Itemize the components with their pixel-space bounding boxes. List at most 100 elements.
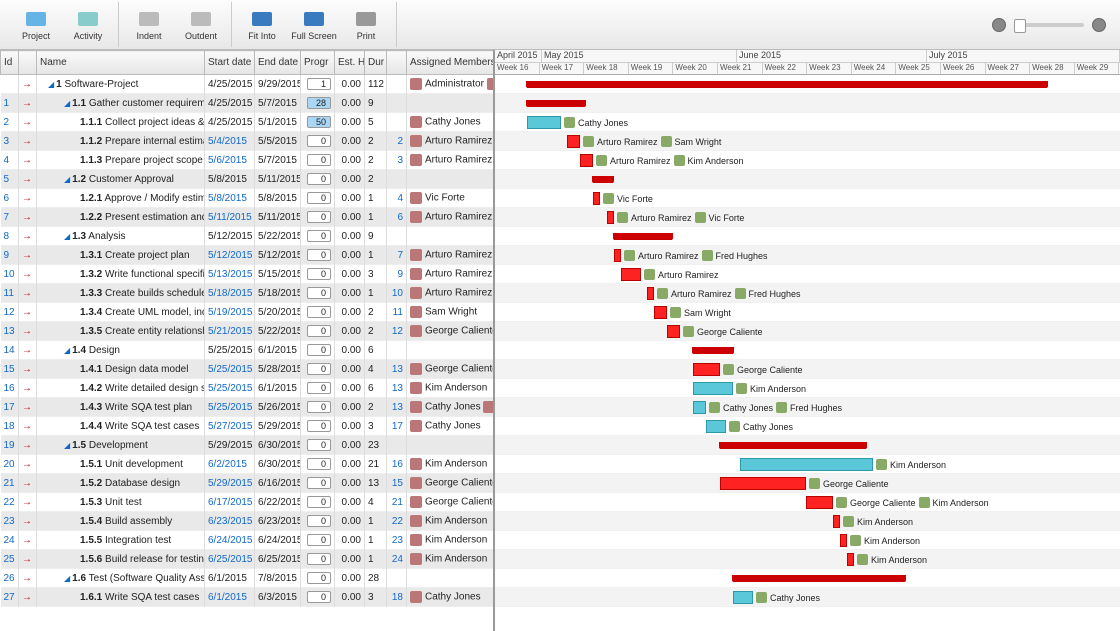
dependency-link[interactable]: 21 <box>390 497 403 508</box>
progress-value[interactable]: 0 <box>307 135 331 147</box>
gantt-bar[interactable]: George Caliente <box>693 363 720 376</box>
task-row[interactable]: 9→1.3.1 Create project plan5/12/20155/12… <box>1 246 495 265</box>
outdent-button[interactable]: Outdent <box>177 3 225 47</box>
task-row[interactable]: 16→1.4.2 Write detailed design specifica… <box>1 379 495 398</box>
expand-arrow-icon[interactable]: → <box>22 535 32 546</box>
column-header-est[interactable]: Est. H <box>335 51 365 75</box>
task-row[interactable]: 12→1.3.4 Create UML model, including DFI… <box>1 303 495 322</box>
expand-arrow-icon[interactable]: → <box>22 269 32 280</box>
progress-value[interactable]: 0 <box>307 325 331 337</box>
dependency-link[interactable]: 17 <box>390 421 403 432</box>
expand-arrow-icon[interactable]: → <box>22 193 32 204</box>
expand-arrow-icon[interactable]: → <box>22 364 32 375</box>
progress-value[interactable]: 0 <box>307 591 331 603</box>
progress-value[interactable]: 0 <box>307 306 331 318</box>
progress-value[interactable]: 50 <box>307 116 331 128</box>
column-header-end[interactable]: End date <box>255 51 301 75</box>
task-row[interactable]: 21→1.5.2 Database design5/29/20156/16/20… <box>1 474 495 493</box>
column-header-dur[interactable]: Dur <box>365 51 387 75</box>
expand-arrow-icon[interactable]: → <box>22 136 32 147</box>
progress-value[interactable]: 0 <box>307 572 331 584</box>
gantt-bar[interactable] <box>720 442 866 449</box>
dependency-link[interactable]: 24 <box>390 554 403 565</box>
progress-value[interactable]: 0 <box>307 211 331 223</box>
task-row[interactable]: 20→1.5.1 Unit development6/2/20156/30/20… <box>1 455 495 474</box>
print-button[interactable]: Print <box>342 3 390 47</box>
full-screen-button[interactable]: Full Screen <box>290 3 338 47</box>
task-row[interactable]: 7→1.2.2 Present estimation and project s… <box>1 208 495 227</box>
dependency-link[interactable]: 7 <box>390 250 403 261</box>
task-row[interactable]: 23→1.5.4 Build assembly6/23/20156/23/201… <box>1 512 495 531</box>
expand-arrow-icon[interactable]: → <box>22 516 32 527</box>
progress-value[interactable]: 1 <box>307 78 331 90</box>
dependency-link[interactable]: 13 <box>390 402 403 413</box>
task-row[interactable]: 3→1.1.2 Prepare internal estimation5/4/2… <box>1 132 495 151</box>
task-row[interactable]: 15→1.4.1 Design data model5/25/20155/28/… <box>1 360 495 379</box>
progress-value[interactable]: 0 <box>307 192 331 204</box>
dependency-link[interactable]: 3 <box>390 155 403 166</box>
expand-arrow-icon[interactable]: → <box>22 592 32 603</box>
progress-value[interactable]: 0 <box>307 458 331 470</box>
progress-value[interactable]: 0 <box>307 553 331 565</box>
gantt-bar[interactable]: Cathy Jones <box>733 591 753 604</box>
gantt-bar[interactable]: Arturo Ramirez <box>621 268 641 281</box>
progress-value[interactable]: 0 <box>307 382 331 394</box>
gantt-bar[interactable]: Arturo Ramirez Kim Anderson <box>580 154 593 167</box>
task-row[interactable]: 5→◢1.2 Customer Approval5/8/20155/11/201… <box>1 170 495 189</box>
column-header-id[interactable]: Id <box>1 51 19 75</box>
expand-arrow-icon[interactable]: → <box>22 421 32 432</box>
collapse-icon[interactable]: ◢ <box>48 80 54 89</box>
task-row[interactable]: 22→1.5.3 Unit test6/17/20156/22/201500.0… <box>1 493 495 512</box>
expand-arrow-icon[interactable]: → <box>22 174 32 185</box>
gantt-bar[interactable]: George Caliente <box>667 325 680 338</box>
expand-arrow-icon[interactable]: → <box>22 288 32 299</box>
progress-value[interactable]: 28 <box>307 97 331 109</box>
progress-value[interactable]: 0 <box>307 420 331 432</box>
dependency-link[interactable]: 6 <box>390 212 403 223</box>
gantt-bar[interactable]: Cathy Jones <box>527 116 561 129</box>
gantt-bar[interactable] <box>527 81 1047 88</box>
collapse-icon[interactable]: ◢ <box>64 574 70 583</box>
progress-value[interactable]: 0 <box>307 496 331 508</box>
progress-value[interactable]: 0 <box>307 268 331 280</box>
collapse-icon[interactable]: ◢ <box>64 346 70 355</box>
gantt-bar[interactable]: George Caliente <box>720 477 806 490</box>
progress-value[interactable]: 0 <box>307 363 331 375</box>
gantt-bar[interactable]: Arturo Ramirez Sam Wright <box>567 135 580 148</box>
expand-arrow-icon[interactable]: → <box>22 440 32 451</box>
gantt-bar[interactable] <box>527 100 585 107</box>
gantt-bar[interactable]: Cathy Jones Fred Hughes <box>693 401 706 414</box>
dependency-link[interactable]: 23 <box>390 535 403 546</box>
gantt-bar[interactable] <box>593 176 613 183</box>
gantt-bar[interactable]: Kim Anderson <box>740 458 873 471</box>
progress-value[interactable]: 0 <box>307 401 331 413</box>
gantt-bar[interactable]: Vic Forte <box>593 192 600 205</box>
progress-value[interactable]: 0 <box>307 439 331 451</box>
expand-arrow-icon[interactable]: → <box>22 212 32 223</box>
expand-arrow-icon[interactable]: → <box>22 326 32 337</box>
column-header-start[interactable]: Start date <box>205 51 255 75</box>
task-row[interactable]: 26→◢1.6 Test (Software Quality Assurance… <box>1 569 495 588</box>
zoom-slider[interactable] <box>1014 23 1084 27</box>
collapse-icon[interactable]: ◢ <box>64 232 70 241</box>
gantt-chart[interactable]: April 2015May 2015June 2015July 2015 Wee… <box>495 50 1120 631</box>
activity-button[interactable]: Activity <box>64 3 112 47</box>
task-row[interactable]: 10→1.3.2 Write functional specification5… <box>1 265 495 284</box>
fit-into-button[interactable]: Fit Into <box>238 3 286 47</box>
task-row[interactable]: 14→◢1.4 Design5/25/20156/1/201500.006 <box>1 341 495 360</box>
column-header-dep[interactable] <box>387 51 407 75</box>
progress-value[interactable]: 0 <box>307 249 331 261</box>
task-row[interactable]: 13→1.3.5 Create entity relationship diag… <box>1 322 495 341</box>
expand-arrow-icon[interactable]: → <box>22 250 32 261</box>
progress-value[interactable]: 0 <box>307 230 331 242</box>
task-row[interactable]: 27→1.6.1 Write SQA test cases6/1/20156/3… <box>1 588 495 607</box>
task-row[interactable]: 24→1.5.5 Integration test6/24/20156/24/2… <box>1 531 495 550</box>
dependency-link[interactable]: 13 <box>390 364 403 375</box>
dependency-link[interactable]: 16 <box>390 459 403 470</box>
expand-arrow-icon[interactable]: → <box>22 307 32 318</box>
dependency-link[interactable]: 15 <box>390 478 403 489</box>
progress-value[interactable]: 0 <box>307 344 331 356</box>
task-row[interactable]: 6→1.2.1 Approve / Modify estimation and5… <box>1 189 495 208</box>
gantt-bar[interactable]: Kim Anderson <box>840 534 847 547</box>
expand-arrow-icon[interactable]: → <box>22 459 32 470</box>
